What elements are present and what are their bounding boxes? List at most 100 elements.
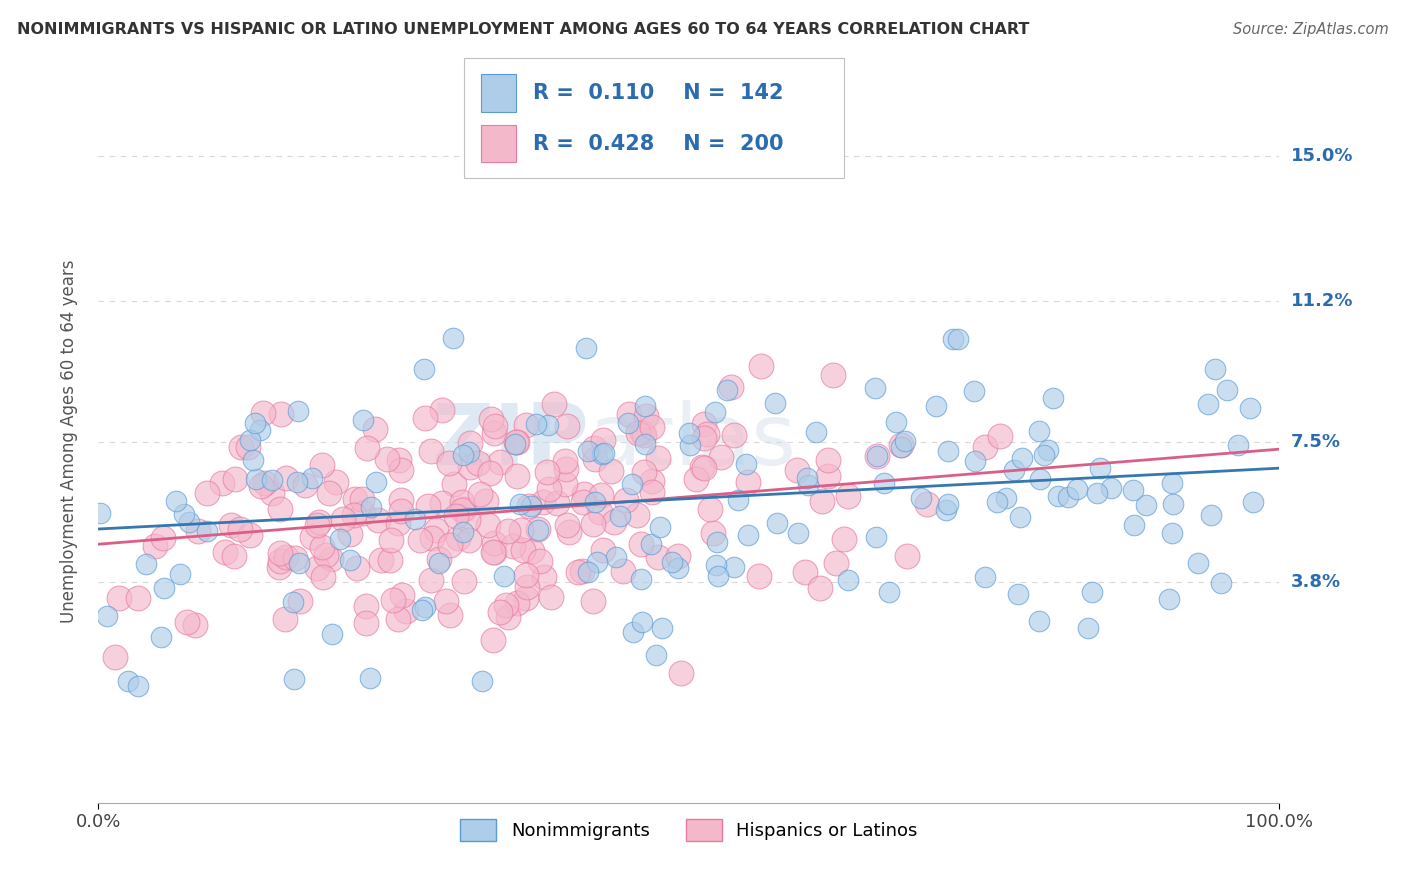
Point [451, 524, 474, 539]
Point [817, 469, 839, 483]
Point [311, 458, 333, 472]
Point [287, 404, 309, 418]
Point [527, 523, 550, 537]
Point [482, 632, 505, 647]
Point [458, 444, 481, 458]
Point [489, 605, 512, 619]
Point [1042, 391, 1064, 405]
Point [1157, 592, 1180, 607]
Point [391, 463, 413, 477]
Point [640, 536, 662, 550]
Point [537, 418, 560, 433]
Point [229, 440, 252, 454]
Point [531, 495, 554, 509]
Point [325, 475, 347, 489]
Point [169, 567, 191, 582]
Point [352, 491, 374, 506]
Point [526, 522, 548, 536]
Point [794, 565, 817, 579]
Point [366, 475, 388, 490]
Point [896, 549, 918, 563]
Point [150, 630, 173, 644]
Point [963, 384, 986, 398]
Point [633, 428, 655, 442]
Point [925, 399, 948, 413]
Point [706, 568, 728, 582]
Point [1227, 438, 1250, 452]
Point [1077, 621, 1099, 635]
Point [661, 555, 683, 569]
Point [305, 518, 328, 533]
Point [533, 570, 555, 584]
Point [439, 538, 461, 552]
Point [837, 489, 859, 503]
Point [582, 441, 605, 455]
Point [621, 477, 644, 491]
Point [609, 509, 631, 524]
Point [224, 472, 246, 486]
Point [245, 472, 267, 486]
Point [388, 452, 411, 467]
Y-axis label: Unemployment Among Ages 60 to 64 years: Unemployment Among Ages 60 to 64 years [59, 260, 77, 624]
Point [1057, 491, 1080, 505]
Point [693, 460, 716, 475]
Point [651, 622, 673, 636]
Point [321, 627, 343, 641]
Point [409, 533, 432, 547]
Point [420, 532, 443, 546]
Point [441, 331, 464, 345]
Point [451, 494, 474, 508]
Point [479, 467, 502, 481]
Point [239, 433, 262, 447]
Point [479, 412, 502, 426]
Point [222, 549, 245, 563]
Point [1008, 510, 1031, 524]
Point [391, 588, 413, 602]
Point [706, 534, 728, 549]
Point [432, 403, 454, 417]
Text: 15.0%: 15.0% [1291, 147, 1353, 165]
Point [498, 610, 520, 624]
Point [211, 476, 233, 491]
Point [787, 526, 810, 541]
Point [1199, 508, 1222, 523]
Point [572, 495, 595, 509]
Point [592, 434, 614, 448]
Point [529, 554, 551, 568]
Point [973, 440, 995, 454]
Point [329, 533, 352, 547]
Point [1243, 495, 1265, 509]
Point [1081, 585, 1104, 599]
Point [578, 565, 600, 579]
Point [447, 531, 470, 545]
Point [343, 508, 366, 523]
Point [709, 450, 731, 465]
Point [1216, 384, 1239, 398]
Point [484, 544, 506, 558]
Point [671, 665, 693, 680]
Point [319, 552, 342, 566]
Point [603, 515, 626, 529]
Point [516, 580, 538, 594]
Point [735, 458, 758, 472]
Point [884, 415, 907, 429]
Point [1002, 462, 1025, 476]
Point [1036, 442, 1059, 457]
Point [187, 524, 209, 539]
Point [214, 545, 236, 559]
Point [294, 477, 316, 491]
Point [339, 526, 361, 541]
Point [582, 594, 605, 608]
Point [471, 673, 494, 688]
Point [381, 593, 404, 607]
Point [592, 446, 614, 460]
Point [117, 673, 139, 688]
Point [1161, 497, 1184, 511]
Point [591, 447, 613, 461]
Point [367, 513, 389, 527]
Point [619, 407, 641, 421]
Point [690, 459, 713, 474]
Point [437, 456, 460, 470]
Point [692, 432, 714, 446]
Point [301, 471, 323, 485]
